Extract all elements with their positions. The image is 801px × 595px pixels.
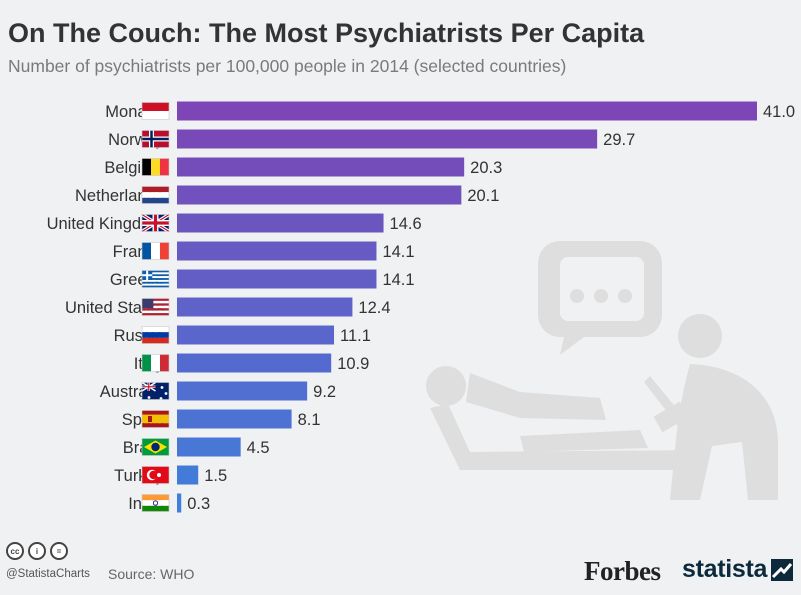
bar-norway — [177, 129, 598, 149]
bar-russia — [177, 325, 335, 345]
chart-subtitle: Number of psychiatrists per 100,000 peop… — [8, 56, 567, 76]
category-label: United States — [65, 299, 164, 317]
bar-belgium — [177, 157, 465, 177]
turkey-flag — [141, 466, 170, 484]
bar-netherlands — [177, 185, 462, 205]
monaco-flag — [141, 102, 170, 120]
value-label: 8.1 — [298, 411, 321, 429]
bar-spain — [177, 409, 292, 429]
netherlands-flag — [141, 186, 170, 204]
no-derivatives-icon: = — [50, 542, 68, 560]
bar-greece — [177, 269, 377, 289]
value-label: 0.3 — [187, 495, 210, 513]
bar-italy — [177, 353, 332, 373]
value-label: 20.3 — [470, 159, 502, 177]
norway-flag — [141, 130, 170, 148]
value-label: 1.5 — [204, 467, 227, 485]
statista-wordmark: statista — [682, 555, 768, 583]
license-icons: cc i = — [6, 542, 68, 560]
italy-flag — [141, 354, 170, 372]
value-label: 14.1 — [382, 243, 414, 261]
statista-mark-icon — [771, 558, 794, 581]
value-label: 10.9 — [337, 355, 369, 373]
value-label: 29.7 — [603, 131, 635, 149]
brazil-flag — [141, 438, 170, 456]
bar-brazil — [177, 437, 241, 457]
bar-australia — [177, 381, 308, 401]
russia-flag — [141, 326, 170, 344]
value-label: 12.4 — [358, 299, 390, 317]
category-label: United Kingdom — [47, 215, 164, 233]
france-flag — [141, 242, 170, 260]
bar-monaco — [177, 101, 757, 121]
bar-united-states — [177, 297, 353, 317]
chart-title: On The Couch: The Most Psychiatrists Per… — [8, 18, 645, 48]
united-kingdom-flag — [141, 213, 170, 233]
statista-logo: statista — [682, 555, 794, 584]
australia-flag — [141, 381, 170, 400]
value-label: 14.6 — [390, 215, 422, 233]
value-label: 4.5 — [247, 439, 270, 457]
bar-india — [177, 493, 182, 513]
statista-handle: @StatistaCharts — [6, 568, 90, 580]
source-note: Source: WHO — [108, 566, 195, 582]
spain-flag — [141, 410, 170, 428]
bar-united-kingdom — [177, 213, 384, 233]
united-states-flag — [141, 298, 170, 316]
value-label: 9.2 — [313, 383, 336, 401]
value-label: 11.1 — [340, 327, 371, 345]
value-label: 20.1 — [467, 187, 499, 205]
forbes-logo: Forbes — [584, 556, 661, 586]
attribution-icon: i — [28, 542, 46, 560]
belgium-flag — [141, 158, 170, 176]
bar-france — [177, 241, 377, 261]
bar-turkey — [177, 465, 199, 485]
value-label: 14.1 — [382, 271, 414, 289]
india-flag — [141, 494, 170, 512]
greece-flag — [141, 270, 170, 288]
cc-icon: cc — [6, 542, 24, 560]
value-label: 41.0 — [763, 103, 795, 121]
